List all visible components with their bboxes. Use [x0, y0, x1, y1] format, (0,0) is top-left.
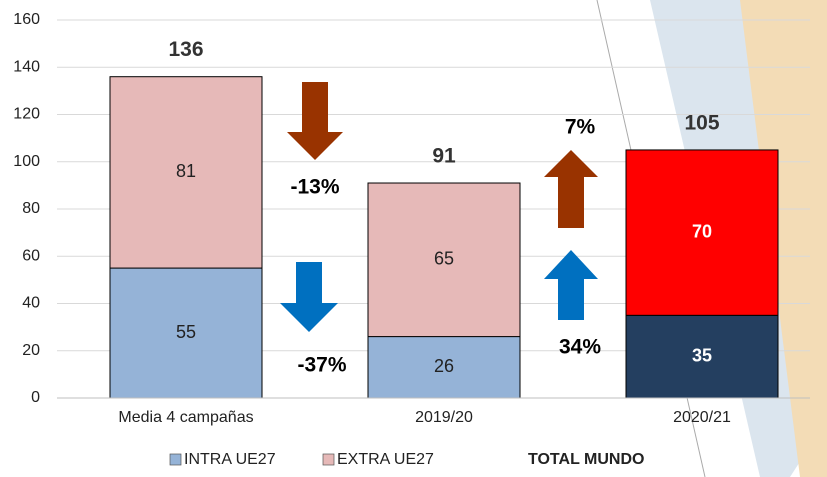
- y-tick-label: 120: [13, 106, 40, 123]
- legend-swatch: [322, 453, 335, 466]
- annotation: -37%: [297, 354, 346, 377]
- value-label: 81: [176, 161, 196, 181]
- y-tick-label: 80: [22, 200, 40, 217]
- bar-segment: [625, 314, 779, 399]
- annotation: -13%: [290, 176, 339, 199]
- y-tick-label: 20: [22, 342, 40, 359]
- y-tick-label: 60: [22, 247, 40, 264]
- y-tick-label: 140: [13, 58, 40, 75]
- legend-swatch: [169, 453, 182, 466]
- legend-label: TOTAL MUNDO: [528, 451, 644, 468]
- annotation: 7%: [565, 116, 596, 139]
- plot-area: 0 20 40 60 80 100 120 140 160 Media 4 campañas 55 8…: [13, 11, 810, 468]
- bar-segment: [625, 149, 779, 316]
- x-tick-label: 2020/21: [673, 409, 731, 426]
- background-stripe: [740, 0, 827, 477]
- y-tick-label: 100: [13, 153, 40, 170]
- value-label: 26: [434, 356, 454, 376]
- x-tick-label: Media 4 campañas: [118, 409, 253, 426]
- bar-segment: [109, 267, 263, 399]
- annotation: 34%: [559, 336, 601, 359]
- legend-label: INTRA UE27: [184, 451, 276, 468]
- y-tick-label: 160: [13, 11, 40, 28]
- total-label: 105: [684, 111, 719, 134]
- value-label: 70: [692, 221, 712, 241]
- arrow-up: [544, 250, 598, 320]
- bar-segment: [367, 182, 521, 338]
- bar-segment: [109, 76, 263, 269]
- bar-segment: [367, 336, 521, 399]
- arrow-down: [287, 82, 343, 160]
- y-tick-label: 0: [31, 389, 40, 406]
- value-label: 35: [692, 345, 712, 365]
- arrow-down: [280, 262, 338, 332]
- value-label: 65: [434, 249, 454, 269]
- value-label: 55: [176, 322, 196, 342]
- total-label: 91: [432, 145, 456, 168]
- x-tick-label: 2019/20: [415, 409, 473, 426]
- arrow-up: [544, 150, 598, 228]
- y-tick-label: 40: [22, 295, 40, 312]
- legend-label: EXTRA UE27: [337, 451, 434, 468]
- total-label: 136: [168, 38, 203, 61]
